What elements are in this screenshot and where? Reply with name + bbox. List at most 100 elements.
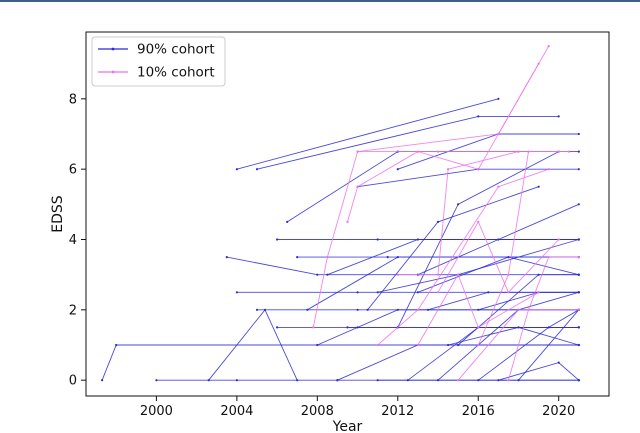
data-point: [577, 256, 580, 259]
data-point: [497, 185, 500, 188]
data-point: [276, 238, 279, 241]
legend-label: 10% cohort: [137, 65, 215, 81]
data-point: [376, 343, 379, 347]
x-axis-label: Year: [332, 419, 363, 433]
data-point: [316, 273, 319, 276]
axes-layer: 2000 2004 2008 2012 2016 2020 0 2 4 6 8 Year EDSS: [50, 92, 575, 433]
data-point: [296, 379, 299, 382]
data-point: [326, 256, 329, 259]
trajectory-line: [377, 168, 549, 346]
data-point: [286, 220, 289, 223]
data-point: [235, 168, 238, 171]
x-tick-label: 2000: [140, 404, 173, 419]
data-point: [356, 150, 359, 153]
trajectory-line: [477, 151, 569, 346]
data-point: [436, 273, 440, 276]
data-point: [547, 256, 550, 259]
data-point: [477, 168, 480, 171]
legend-label: 90% cohort: [137, 42, 215, 58]
data-point: [477, 308, 480, 311]
data-point: [457, 343, 460, 347]
data-point: [457, 273, 460, 276]
legend-marker: [111, 47, 115, 51]
data-point: [557, 115, 560, 118]
data-point: [507, 291, 510, 294]
data-point: [416, 150, 419, 153]
data-point: [296, 256, 299, 259]
data-point: [517, 379, 520, 382]
data-point: [225, 256, 228, 259]
data-point: [416, 308, 419, 311]
data-point: [547, 168, 550, 171]
data-point: [436, 291, 440, 294]
data-point: [527, 150, 530, 153]
data-point: [457, 203, 460, 206]
data-point: [577, 308, 580, 311]
data-point: [376, 238, 379, 241]
data-point: [517, 150, 520, 153]
data-point: [396, 273, 399, 276]
data-point: [477, 220, 480, 223]
data-point: [207, 379, 210, 382]
top-rule: [0, 0, 640, 2]
data-point: [416, 291, 419, 294]
x-tick-label: 2016: [462, 404, 495, 419]
data-point: [416, 343, 419, 347]
plot-border: [85, 31, 610, 397]
x-tick-label: 2008: [301, 404, 334, 419]
data-point: [537, 62, 540, 65]
data-point: [577, 238, 580, 241]
y-tick-label: 8: [69, 92, 77, 107]
data-point: [577, 379, 580, 382]
data-point: [477, 115, 480, 118]
data-point: [447, 168, 450, 171]
data-point: [527, 308, 530, 311]
data-point: [326, 273, 329, 276]
data-point: [557, 361, 560, 364]
data-point: [507, 273, 510, 276]
data-point: [155, 379, 158, 382]
data-point: [567, 150, 570, 153]
data-point: [577, 343, 580, 347]
x-tick-label: 2020: [542, 404, 575, 419]
series-1: [312, 45, 580, 382]
data-point: [457, 379, 460, 382]
data-point: [235, 291, 238, 294]
y-tick-label: 4: [69, 233, 77, 248]
data-point: [386, 256, 389, 259]
data-point: [255, 308, 259, 311]
trajectory-line: [236, 98, 499, 170]
data-point: [115, 343, 118, 347]
trajectory-line: [397, 151, 519, 276]
data-point: [577, 273, 580, 276]
data-point: [346, 220, 349, 223]
data-point: [537, 273, 540, 276]
data-point: [396, 168, 399, 171]
data-point: [436, 150, 440, 153]
data-point: [376, 291, 379, 294]
trajectories-layer: [101, 45, 580, 382]
data-point: [235, 379, 238, 382]
legend: 90% cohort 10% cohort: [91, 36, 226, 87]
trajectory-line: [507, 256, 579, 381]
data-point: [276, 326, 279, 329]
y-tick-label: 0: [69, 374, 77, 389]
data-point: [557, 238, 560, 241]
data-point: [577, 291, 580, 294]
data-point: [101, 379, 104, 382]
data-point: [537, 291, 540, 294]
y-axis-label: EDSS: [50, 195, 66, 233]
data-point: [477, 326, 480, 329]
trajectory-line: [417, 273, 539, 346]
trajectory-line: [518, 309, 580, 381]
data-point: [316, 343, 319, 347]
data-point: [356, 185, 359, 188]
data-point: [447, 343, 450, 347]
data-point: [577, 132, 580, 136]
data-point: [547, 45, 550, 48]
data-point: [356, 308, 359, 311]
data-point: [416, 238, 419, 241]
legend-marker: [111, 70, 115, 74]
data-point: [487, 291, 490, 294]
data-point: [577, 203, 580, 206]
